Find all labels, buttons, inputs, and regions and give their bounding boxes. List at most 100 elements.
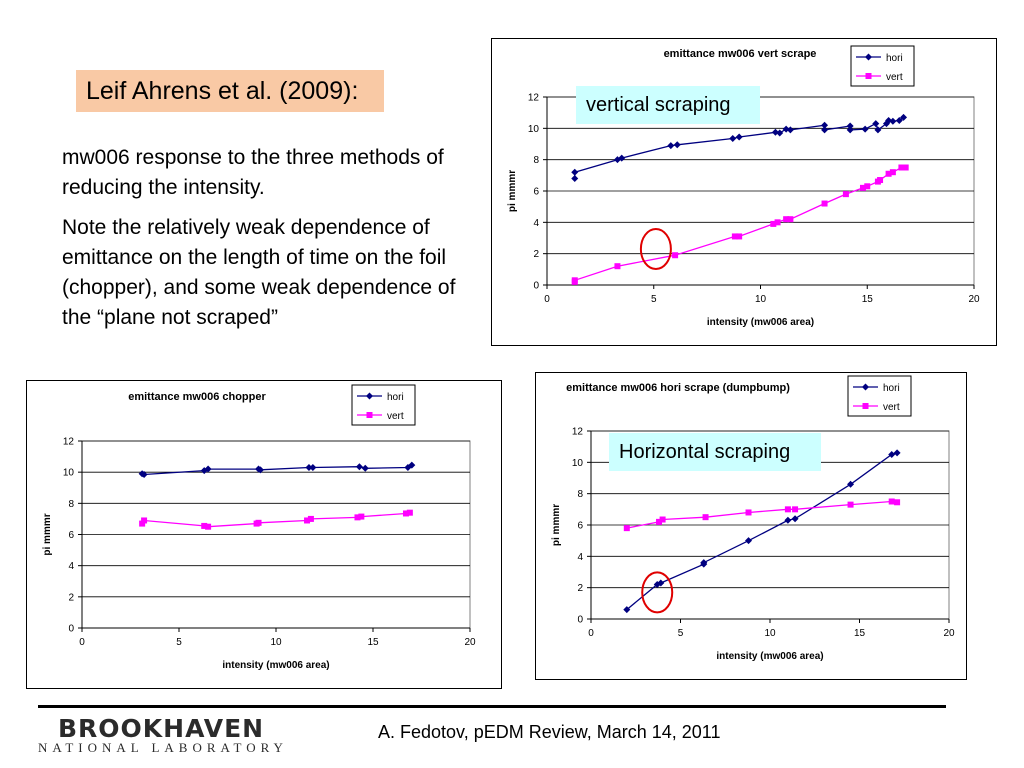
y-tick-label: 8 xyxy=(68,499,74,510)
data-point-hori xyxy=(673,141,681,149)
data-point-hori xyxy=(256,466,264,474)
data-point-hori xyxy=(872,120,880,128)
y-tick-label: 10 xyxy=(63,468,75,479)
data-point-vert xyxy=(864,183,871,190)
data-point-vert xyxy=(614,263,621,270)
x-tick-label: 10 xyxy=(764,628,776,639)
x-tick-label: 5 xyxy=(176,637,182,648)
data-point-vert xyxy=(792,506,799,513)
y-tick-label: 12 xyxy=(63,437,75,448)
highlight-circle xyxy=(639,227,672,270)
data-point-hori xyxy=(846,126,854,134)
data-point-hori xyxy=(571,174,579,182)
y-tick-label: 6 xyxy=(533,187,539,198)
chart-svg-vert: emittance mw006 vert scrape 0 2 4 6 8 10 12 0 5 10… xyxy=(507,45,980,328)
x-tick-label: 0 xyxy=(544,294,550,305)
x-tick-label: 20 xyxy=(464,637,476,648)
legend-marker-hori xyxy=(865,53,872,61)
chart-title: emittance mw006 chopper xyxy=(128,391,266,403)
data-point-vert xyxy=(659,516,666,523)
data-point-vert xyxy=(847,501,854,508)
data-point-vert xyxy=(885,170,892,177)
chart-horizontal-scrape: emittance mw006 hori scrape (dumpbump) 0 2… xyxy=(535,372,967,680)
data-point-hori xyxy=(895,117,903,124)
data-point-vert xyxy=(304,517,311,524)
legend-box xyxy=(847,375,912,417)
data-point-hori xyxy=(657,579,665,587)
legend-box xyxy=(351,384,416,426)
data-point-hori xyxy=(861,125,869,133)
data-point-hori xyxy=(140,471,148,479)
data-point-vert xyxy=(307,515,314,522)
data-point-hori xyxy=(847,480,855,488)
footer-citation: A. Fedotov, pEDM Review, March 14, 2011 xyxy=(378,722,721,742)
data-point-vert xyxy=(821,200,828,207)
data-point-vert xyxy=(656,518,663,525)
y-tick-label: 2 xyxy=(533,249,539,260)
legend-label-hori: hori xyxy=(883,383,900,394)
legend-label-vert: vert xyxy=(883,402,900,413)
x-tick-label: 10 xyxy=(270,637,282,648)
data-point-hori xyxy=(618,154,626,162)
logo-subtitle: NATIONAL LABORATORY xyxy=(38,740,288,755)
chart-chopper: emittance mw006 chopper 0 2 4 6 8 10 12 0 5 10 15 20… xyxy=(26,380,502,689)
y-tick-label: 0 xyxy=(577,615,583,626)
legend-label-vert: vert xyxy=(387,411,404,422)
data-point-vert xyxy=(139,520,146,527)
data-point-vert xyxy=(205,523,212,530)
data-point-vert xyxy=(770,220,777,227)
data-point-hori xyxy=(735,133,743,141)
y-tick-label: 4 xyxy=(68,561,74,572)
reference-label: Leif Ahrens et al. (2009): xyxy=(76,70,384,112)
data-point-vert xyxy=(672,252,679,259)
chart-legend: hori vert xyxy=(351,384,416,426)
data-point-hori xyxy=(355,463,363,471)
paragraph-response: mw006 response to the three methods of r… xyxy=(62,146,444,199)
data-point-vert xyxy=(141,517,148,524)
data-point-vert xyxy=(623,525,630,532)
x-tick-label: 20 xyxy=(943,628,955,639)
data-point-hori xyxy=(893,449,901,457)
chart-legend: hori vert xyxy=(847,375,912,417)
data-point-vert xyxy=(902,164,909,171)
data-point-vert xyxy=(774,219,781,226)
data-point-vert xyxy=(201,522,208,529)
x-tick-label: 20 xyxy=(968,294,980,305)
data-point-vert xyxy=(888,498,895,505)
data-point-hori xyxy=(900,113,908,121)
data-point-vert xyxy=(402,510,409,517)
data-point-vert xyxy=(255,519,262,526)
footer-divider xyxy=(38,705,946,708)
x-axis-label: intensity (mw006 area) xyxy=(716,651,823,662)
y-tick-label: 6 xyxy=(577,521,583,532)
data-point-hori xyxy=(361,464,369,472)
x-tick-label: 5 xyxy=(651,294,657,305)
chart-svg-chopper: emittance mw006 chopper 0 2 4 6 8 10 12 0 5 10 15 20… xyxy=(42,384,476,671)
data-point-hori xyxy=(309,463,317,471)
data-point-vert xyxy=(898,164,905,171)
data-point-vert xyxy=(783,216,790,223)
legend-marker-vert xyxy=(865,73,872,79)
x-tick-label: 15 xyxy=(854,628,866,639)
data-point-hori xyxy=(776,129,784,137)
x-axis-label: intensity (mw006 area) xyxy=(707,317,814,328)
y-axis-label: pi mmmr xyxy=(507,170,518,212)
x-tick-label: 5 xyxy=(678,628,684,639)
legend-box xyxy=(850,45,915,87)
legend-label-hori: hori xyxy=(886,53,903,64)
data-point-vert xyxy=(736,233,743,240)
highlight-circle xyxy=(641,571,674,614)
y-tick-label: 0 xyxy=(533,281,539,292)
description-text: mw006 response to the three methods of r… xyxy=(62,143,472,343)
y-tick-label: 8 xyxy=(577,489,583,500)
legend-label-vert: vert xyxy=(886,72,903,83)
data-point-hori xyxy=(889,117,897,125)
y-tick-label: 12 xyxy=(528,93,540,104)
y-axis-label: pi mmmr xyxy=(42,513,53,555)
data-point-hori xyxy=(729,135,737,143)
data-point-vert xyxy=(889,169,896,176)
data-point-hori xyxy=(821,121,829,129)
data-point-vert xyxy=(406,509,413,516)
y-tick-label: 8 xyxy=(533,155,539,166)
y-tick-label: 2 xyxy=(577,583,583,594)
